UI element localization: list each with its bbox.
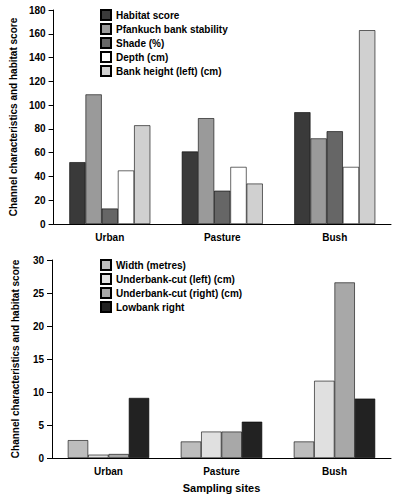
- svg-text:0: 0: [40, 219, 46, 230]
- svg-text:Shade (%): Shade (%): [116, 38, 164, 49]
- svg-text:0: 0: [38, 453, 44, 464]
- svg-text:100: 100: [29, 100, 46, 111]
- svg-text:Pasture: Pasture: [203, 466, 240, 477]
- svg-text:Underbank-cut (right) (cm): Underbank-cut (right) (cm): [116, 288, 242, 299]
- svg-text:60: 60: [34, 147, 46, 158]
- svg-text:Bush: Bush: [322, 232, 347, 243]
- svg-text:40: 40: [34, 171, 46, 182]
- svg-text:Bush: Bush: [322, 466, 347, 477]
- svg-text:Width (metres): Width (metres): [116, 260, 186, 271]
- svg-text:Underbank-cut (left) (cm): Underbank-cut (left) (cm): [116, 274, 235, 285]
- svg-text:20: 20: [33, 321, 45, 332]
- svg-text:160: 160: [29, 28, 46, 39]
- svg-text:Depth (cm): Depth (cm): [116, 52, 168, 63]
- svg-text:Channel characteristics and ha: Channel characteristics and habitat scor…: [10, 259, 21, 458]
- svg-text:25: 25: [33, 288, 45, 299]
- svg-text:Channel characteristics and ha: Channel characteristics and habitat scor…: [8, 17, 19, 216]
- svg-text:Habitat score: Habitat score: [116, 10, 180, 21]
- svg-text:80: 80: [34, 123, 46, 134]
- svg-text:30: 30: [33, 255, 45, 266]
- svg-text:Lowbank right: Lowbank right: [116, 302, 185, 313]
- svg-text:180: 180: [29, 5, 46, 16]
- svg-text:Sampling sites: Sampling sites: [183, 482, 261, 494]
- svg-text:Bank height (left) (cm): Bank height (left) (cm): [116, 66, 222, 77]
- svg-text:Urban: Urban: [94, 466, 123, 477]
- svg-text:Pfankuch bank stability: Pfankuch bank stability: [116, 24, 228, 35]
- svg-text:120: 120: [29, 76, 46, 87]
- svg-text:Pasture: Pasture: [204, 232, 241, 243]
- svg-text:20: 20: [34, 195, 46, 206]
- svg-text:140: 140: [29, 52, 46, 63]
- svg-text:15: 15: [33, 354, 45, 365]
- svg-text:10: 10: [33, 387, 45, 398]
- svg-text:5: 5: [38, 420, 44, 431]
- svg-text:Urban: Urban: [95, 232, 124, 243]
